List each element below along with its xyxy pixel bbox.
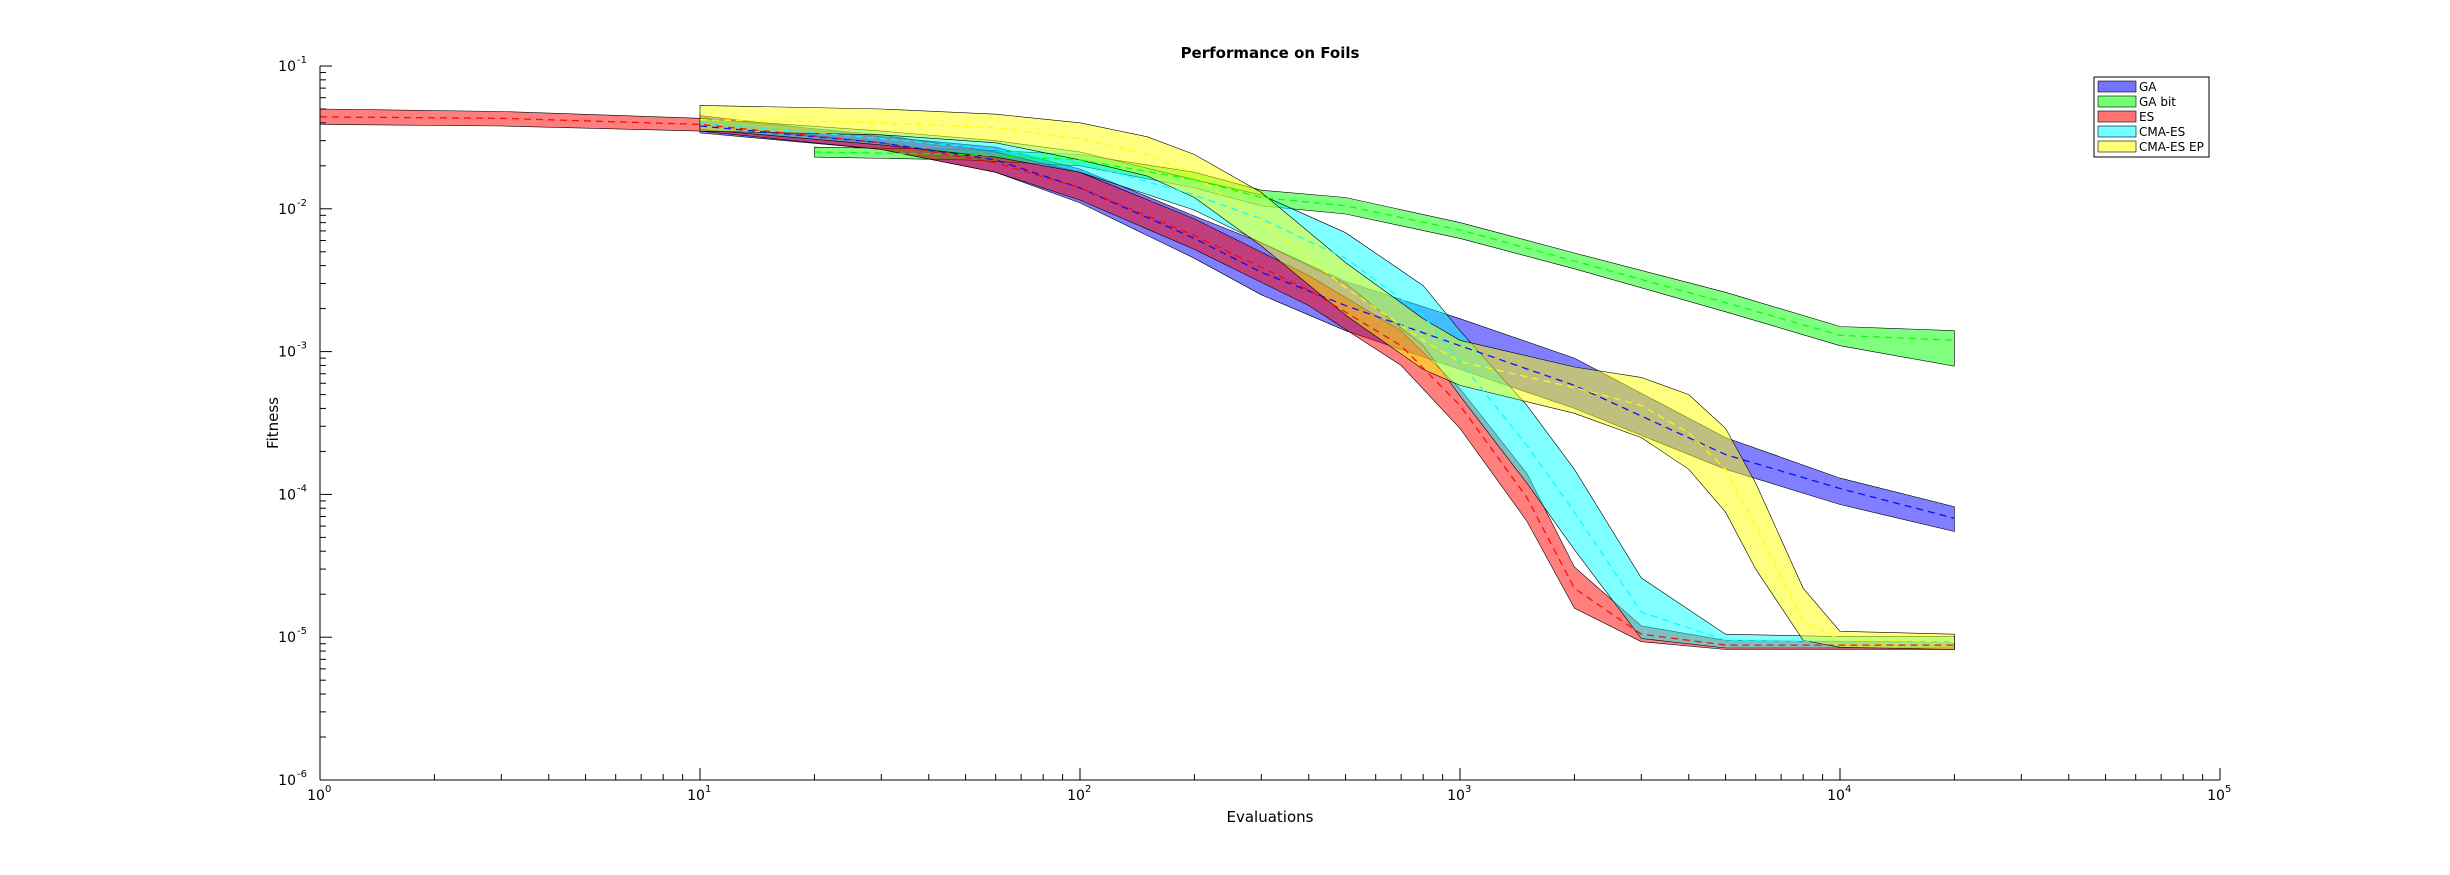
x-tick-base: 10 [687,788,705,804]
y-ticks [320,65,332,781]
y-tick-base: 10 [278,345,296,361]
x-tick-label: 10 4 [1827,784,1851,804]
y-tick-labels: 10-110-210-310-410-510-6 [278,55,307,789]
legend-label-es: ES [2139,110,2154,124]
x-tick-label: 10 0 [307,784,331,804]
legend-swatch-ga [2097,80,2137,93]
mean-line-ga [699,125,1955,519]
x-tick-label: 10 1 [687,784,711,804]
y-tick-label: 10 -6 [278,769,307,789]
axes: 10 0 10 1 10 2 10 3 10 4 10 5 10 -110 -210 -310 -410 -51… [278,55,2231,804]
x-tick-label: 10 3 [1447,784,1471,804]
legend-swatch-es [2097,110,2137,123]
x-axis-label: Evaluations [1227,808,1314,826]
legend-label-ga: GA [2139,80,2157,94]
y-tick-label: 10 -5 [278,626,307,646]
x-tick-base: 10 [307,788,325,804]
mean-line-cma-es [699,122,1955,643]
legend-label-ga-bit: GA bit [2139,95,2176,109]
y-tick-exponent: -2 [297,198,307,209]
x-tick-base: 10 [1447,788,1465,804]
legend-swatch-cma-es [2097,125,2137,138]
legend-label-cma-es-ep: CMA-ES EP [2139,140,2204,154]
x-ticks [319,768,2221,780]
mean-line-cma-es-ep [699,119,1955,643]
y-tick-exponent: -1 [297,55,307,66]
y-tick-base: 10 [278,630,296,646]
x-tick-base: 10 [1827,788,1845,804]
legend-label-cma-es: CMA-ES [2139,125,2185,139]
y-tick-exponent: -6 [297,769,307,780]
series-mean-lines [319,116,1955,646]
chart-title: Performance on Foils [1181,44,1360,62]
legend-swatch-ga-bit [2097,95,2137,108]
y-tick-exponent: -3 [297,341,307,352]
y-tick-exponent: -4 [297,483,307,494]
band-cma-es-ep [699,105,1955,650]
y-tick-base: 10 [278,773,296,789]
x-tick-exponent: 5 [2225,784,2231,795]
x-tick-exponent: 2 [1085,784,1091,795]
x-tick-exponent: 1 [705,784,711,795]
y-tick-label: 10 -2 [278,198,307,218]
x-tick-label: 10 2 [1067,784,1091,804]
x-tick-label: 10 5 [2207,784,2231,804]
plot-area [319,105,1955,650]
y-tick-base: 10 [278,202,296,218]
y-axis-label: Fitness [264,397,282,449]
y-tick-label: 10 -3 [278,341,307,361]
x-tick-base: 10 [1067,788,1085,804]
y-tick-base: 10 [278,487,296,503]
legend-swatch-cma-es-ep [2097,140,2137,153]
y-tick-label: 10 -1 [278,55,307,75]
x-tick-exponent: 0 [325,784,331,795]
x-tick-exponent: 4 [1845,784,1851,795]
x-tick-labels: 10 0 10 1 10 2 10 3 10 4 10 5 [307,784,2231,804]
y-tick-label: 10 -4 [278,483,307,503]
mean-line-es [319,116,1955,646]
x-tick-exponent: 3 [1465,784,1471,795]
x-tick-base: 10 [2207,788,2225,804]
y-tick-exponent: -5 [297,626,307,637]
series-bands [319,105,1955,650]
y-tick-base: 10 [278,59,296,75]
